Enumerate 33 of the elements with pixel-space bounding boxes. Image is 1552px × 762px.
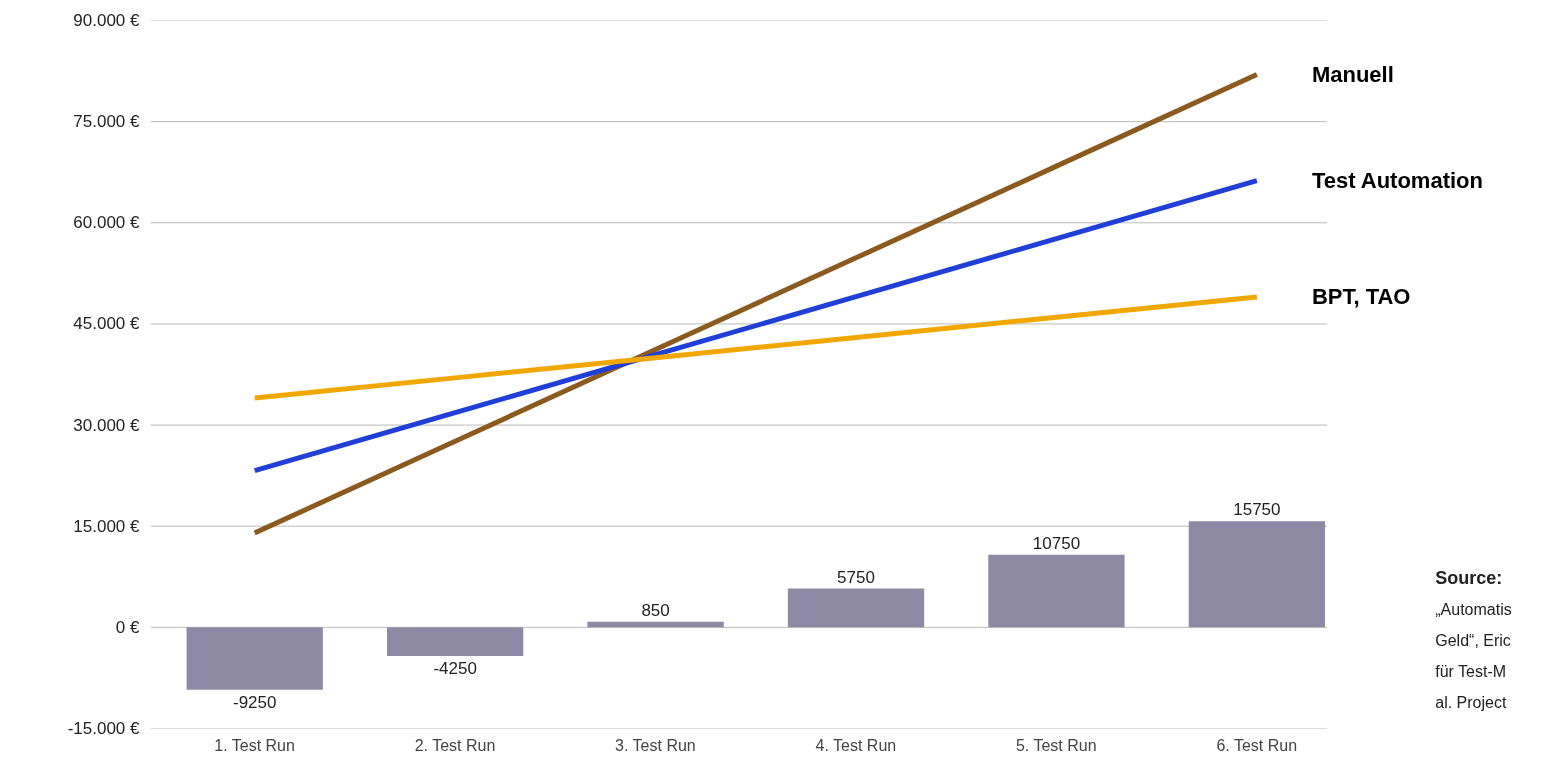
bar (988, 554, 1125, 628)
x-tick-label: 1. Test Run (214, 736, 295, 754)
text: Test Automation (1311, 168, 1483, 194)
data-label: -9250 (232, 692, 277, 712)
y-tick-label: 0 € (115, 617, 141, 637)
text: Manuell (1311, 61, 1394, 87)
text: für Test-M (1435, 663, 1507, 681)
bar (387, 627, 524, 657)
data-label: 10750 (1032, 533, 1081, 553)
y-tick-label: -15.000 € (67, 719, 141, 738)
text: Geld“, Eric (1435, 632, 1511, 650)
y-tick-label: 45.000 € (73, 314, 141, 334)
y-tick-label: 75.000 € (73, 112, 141, 132)
text: al. Project (1435, 694, 1507, 712)
text: „Automatis (1435, 600, 1512, 618)
bar (1188, 521, 1326, 628)
x-tick-label: 5. Test Run (1015, 736, 1097, 754)
bar (787, 588, 925, 628)
x-tick-label: 6. Test Run (1216, 736, 1298, 754)
bar (186, 627, 323, 690)
data-label: 850 (641, 600, 670, 620)
y-tick-label: 60.000 € (73, 213, 141, 233)
data-label: 15750 (1233, 500, 1281, 520)
y-tick-label: 30.000 € (73, 415, 141, 435)
y-tick-label: 90.000 € (73, 11, 141, 30)
source-note: Source: (1435, 568, 1503, 589)
x-tick-label: 4. Test Run (815, 736, 897, 754)
data-label: -4250 (433, 659, 477, 679)
data-label: 5750 (837, 567, 875, 587)
x-tick-label: 2. Test Run (414, 736, 496, 754)
x-tick-label: 3. Test Run (615, 736, 696, 754)
y-tick-label: 15.000 € (73, 516, 141, 536)
text: BPT, TAO (1311, 284, 1411, 310)
